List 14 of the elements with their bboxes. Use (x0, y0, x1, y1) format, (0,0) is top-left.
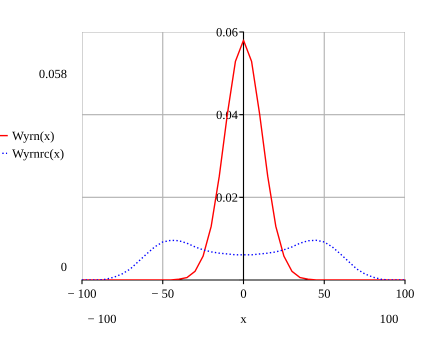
text: 0 (61, 262, 67, 272)
text: 100 (380, 314, 398, 324)
x-tick-label: − 50 (152, 289, 174, 298)
text: − 100 (88, 314, 116, 324)
legend-label: Wyrn(x) (12, 131, 54, 143)
x-tick-label: − 100 (68, 289, 96, 298)
legend-label: Wyrnrc(x) (12, 149, 64, 160)
x-tick-label: 50 (318, 289, 330, 298)
x-tick-label: 0 (240, 289, 246, 298)
y-tick-label: 0.06 (216, 28, 238, 37)
x-tick-label: 100 (396, 289, 414, 298)
text: 0.058 (39, 70, 67, 78)
x-axis-title: x (240, 317, 246, 323)
y-tick-label: 0.02 (216, 193, 238, 202)
